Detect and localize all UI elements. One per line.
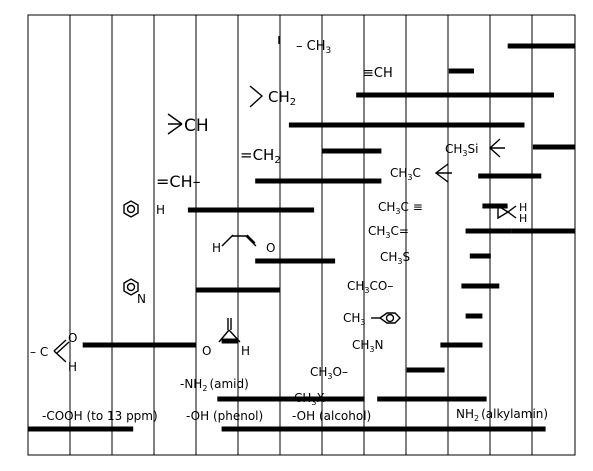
range-bar bbox=[482, 203, 508, 209]
label-aldehyde-o: O bbox=[68, 331, 77, 345]
label-ch3n: CH3N bbox=[352, 338, 383, 354]
label-cyclopropane-h2: H bbox=[519, 212, 527, 225]
enone-icon bbox=[221, 234, 257, 247]
label-cooh: -COOH (to 13 ppm) bbox=[42, 409, 158, 423]
label-oh-phenol: -OH (phenol) bbox=[186, 409, 263, 423]
range-bar bbox=[217, 396, 365, 402]
label-formamide-h: H bbox=[241, 344, 250, 358]
label-pyridine-n: N bbox=[137, 292, 146, 306]
range-bar bbox=[469, 253, 491, 259]
range-bar bbox=[356, 92, 554, 98]
labels: – CH3 ≡CH CH2 CH =CH2 CH3Si =CH– CH3C H … bbox=[30, 39, 548, 423]
structure-drawings bbox=[53, 36, 517, 363]
range-bar bbox=[221, 426, 386, 432]
range-bar bbox=[448, 68, 474, 74]
pyridine-ring-icon bbox=[123, 278, 139, 296]
label-ch3x: CH3X bbox=[294, 391, 325, 407]
label-ch-triple: ≡CH bbox=[363, 66, 393, 81]
range-bar bbox=[377, 396, 487, 402]
range-bar bbox=[440, 342, 483, 348]
range-bar bbox=[196, 287, 281, 293]
range-bar bbox=[288, 122, 525, 128]
label-formamide-o: O bbox=[202, 344, 211, 358]
range-bar bbox=[532, 144, 575, 150]
ch-bond-icon bbox=[167, 113, 183, 135]
label-cyclopropane-h1: H bbox=[519, 201, 527, 214]
label-enone-h: H bbox=[212, 241, 221, 255]
ch2-bond-icon bbox=[249, 85, 264, 108]
range-bar bbox=[322, 148, 382, 154]
range-bar bbox=[187, 207, 315, 213]
aldehyde-bond-icon bbox=[53, 339, 70, 363]
label-ch3c-triple: CH3C ≡ bbox=[378, 200, 423, 216]
range-bar bbox=[364, 426, 546, 432]
label-ch3co: CH3CO– bbox=[347, 279, 393, 295]
range-bar bbox=[221, 338, 239, 344]
label-aldehyde-c: – C bbox=[30, 345, 48, 359]
label-aldehyde-h: H bbox=[68, 360, 77, 374]
label-enone-o: O bbox=[266, 241, 275, 255]
label-ch3s: CH3S bbox=[380, 250, 410, 266]
label-ch3: – CH3 bbox=[296, 39, 331, 56]
label-ch3o: CH3O– bbox=[310, 365, 348, 381]
range-bar bbox=[461, 283, 500, 289]
grid-lines bbox=[69, 15, 533, 455]
label-ch3si: CH3Si bbox=[445, 142, 478, 158]
label-nh2-alkyl: NH2 (alkylamin) bbox=[456, 407, 548, 423]
label-eq-ch2: =CH2 bbox=[240, 146, 281, 166]
label-nh2-amid: -NH2 (amid) bbox=[180, 377, 249, 393]
label-oh-alcohol: -OH (alcohol) bbox=[292, 409, 371, 423]
range-bar bbox=[511, 228, 575, 234]
range-bar bbox=[465, 228, 512, 234]
range-bar bbox=[28, 426, 134, 432]
cyclopropane-icon bbox=[497, 204, 517, 220]
formamide-bond-icon bbox=[218, 318, 241, 343]
range-bar bbox=[478, 173, 542, 179]
ch3si-bond-icon bbox=[488, 138, 505, 158]
range-bar bbox=[499, 426, 546, 432]
label-ch2: CH2 bbox=[268, 88, 296, 108]
chart-frame bbox=[27, 14, 576, 456]
range-bar bbox=[255, 258, 336, 264]
label-ch: CH bbox=[184, 116, 209, 136]
label-ch3c-double: CH3C= bbox=[368, 224, 409, 240]
range-bar bbox=[82, 342, 197, 348]
ch3c-bond-icon bbox=[434, 163, 452, 183]
range-bar bbox=[406, 367, 445, 373]
label-eq-ch: =CH– bbox=[156, 172, 201, 191]
range-bar bbox=[507, 43, 575, 49]
range-bar bbox=[255, 178, 382, 184]
label-ch3-phenyl: CH3 bbox=[343, 311, 366, 327]
label-ch3c: CH3C bbox=[390, 166, 421, 182]
phenyl-ring-icon bbox=[123, 200, 139, 218]
range-bars bbox=[28, 43, 575, 432]
range-bar bbox=[465, 313, 483, 319]
label-phenyl-h: H bbox=[156, 203, 165, 217]
tolyl-ring-icon bbox=[371, 312, 401, 324]
